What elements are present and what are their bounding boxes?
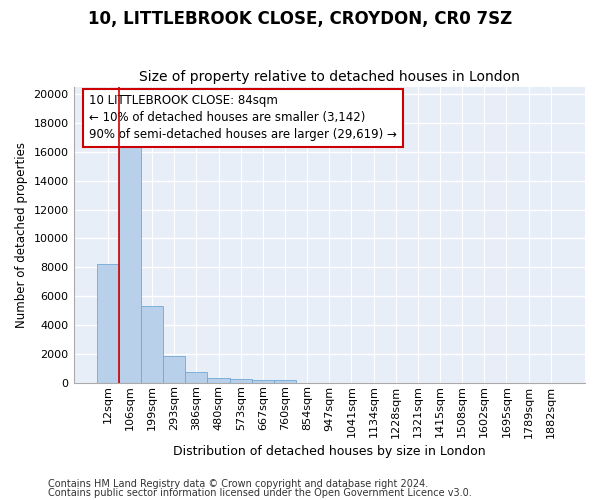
Bar xyxy=(208,378,230,382)
Bar xyxy=(141,306,163,382)
Bar xyxy=(163,356,185,382)
X-axis label: Distribution of detached houses by size in London: Distribution of detached houses by size … xyxy=(173,444,485,458)
Text: 10, LITTLEBROOK CLOSE, CROYDON, CR0 7SZ: 10, LITTLEBROOK CLOSE, CROYDON, CR0 7SZ xyxy=(88,10,512,28)
Bar xyxy=(230,378,252,382)
Bar xyxy=(97,264,119,382)
Text: Contains HM Land Registry data © Crown copyright and database right 2024.: Contains HM Land Registry data © Crown c… xyxy=(48,479,428,489)
Bar xyxy=(119,144,141,382)
Text: 10 LITTLEBROOK CLOSE: 84sqm
← 10% of detached houses are smaller (3,142)
90% of : 10 LITTLEBROOK CLOSE: 84sqm ← 10% of det… xyxy=(89,94,397,142)
Bar xyxy=(274,380,296,382)
Y-axis label: Number of detached properties: Number of detached properties xyxy=(15,142,28,328)
Title: Size of property relative to detached houses in London: Size of property relative to detached ho… xyxy=(139,70,520,85)
Bar xyxy=(252,380,274,382)
Text: Contains public sector information licensed under the Open Government Licence v3: Contains public sector information licen… xyxy=(48,488,472,498)
Bar xyxy=(185,372,208,382)
